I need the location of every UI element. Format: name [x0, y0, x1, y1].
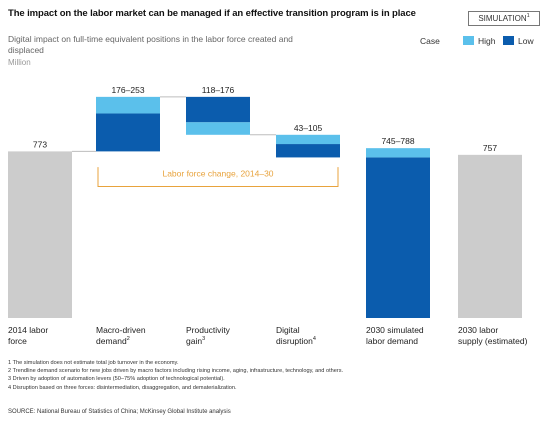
category-label-line: labor demand [366, 335, 418, 346]
legend-label-low: Low [518, 36, 534, 46]
category-label-line: demand [96, 335, 127, 346]
waterfall-chart: 773 176–253 118–176 43–105 745–788 757 Labor f… [8, 85, 522, 318]
simulation-badge-label: SIMULATION [478, 14, 527, 23]
category-label-line: Digital [276, 325, 300, 335]
category-note-marker: 3 [202, 335, 206, 342]
data-label-2030-supply: 757 [483, 143, 497, 153]
category-note-marker: 2 [126, 335, 130, 342]
legend-title: Case [420, 36, 440, 46]
category-label: Productivity gain3 [186, 325, 230, 346]
category-label-line: 2030 labor [458, 325, 499, 335]
category-label: Macro-driven demand2 [96, 325, 146, 346]
legend-label-high: High [478, 36, 496, 46]
footnote-2: 2 Trendline demand scenario for new jobs… [8, 368, 344, 375]
data-label-2030-demand: 745–788 [381, 136, 414, 146]
bar-macro-driven-high [96, 96, 160, 114]
data-label-digital-disruption: 43–105 [294, 123, 323, 133]
category-label-line: force [8, 335, 27, 346]
footnote-1: 1 The simulation does not estimate total… [8, 360, 179, 366]
unit-label: Million [8, 58, 31, 67]
legend-swatch-low [503, 36, 514, 45]
category-label-line: disruption [276, 335, 313, 346]
simulation-badge-note: 1 [526, 13, 530, 19]
footnote-4: 4 Disruption based on three forces: disi… [8, 384, 237, 391]
bar-productivity-high [186, 122, 250, 135]
category-label: 2030 simulated labor demand [366, 325, 424, 346]
category-label-line: Macro-driven [96, 325, 146, 335]
annotation-bracket [97, 167, 339, 188]
bar-2030-demand-low [366, 157, 430, 318]
category-label: 2030 labor supply (estimated) [458, 325, 527, 346]
category-label-line: gain [186, 335, 203, 346]
category-label: Digital disruption4 [276, 325, 316, 346]
data-label-macro-driven: 176–253 [111, 85, 144, 95]
source-note: SOURCE: National Bureau of Statistics of… [8, 409, 231, 415]
category-note-marker: 4 [312, 335, 316, 342]
bar-digital-disruption-high [276, 134, 340, 145]
category-label: 2014 labor force [8, 325, 48, 346]
bar-macro-driven-low [96, 113, 160, 152]
data-label-productivity: 118–176 [202, 85, 235, 95]
chart-subtitle: Digital impact on full-time equivalent p… [8, 34, 293, 55]
category-label-line: supply (estimated) [458, 335, 528, 346]
bar-2030-supply [458, 154, 522, 318]
footnotes: 1 The simulation does not estimate total… [8, 359, 538, 392]
footnote-3: 3 Driven by adoption of automation lever… [8, 376, 225, 383]
annotation-label: Labor force change, 2014–30 [162, 169, 273, 179]
simulation-badge: SIMULATION1 [468, 11, 540, 26]
bar-2030-demand-high [366, 148, 430, 158]
category-label-line: 2014 labor [8, 325, 49, 335]
bar-digital-disruption-low [276, 144, 340, 158]
category-label-line: 2030 simulated [366, 325, 424, 335]
chart-title: The impact on the labor market can be ma… [8, 8, 416, 19]
category-label-line: Productivity [186, 325, 230, 335]
data-label-2014-labor-force: 773 [33, 139, 47, 149]
bar-productivity-low [186, 96, 250, 123]
legend-swatch-high [463, 36, 474, 45]
bar-2014-labor-force [8, 151, 72, 318]
